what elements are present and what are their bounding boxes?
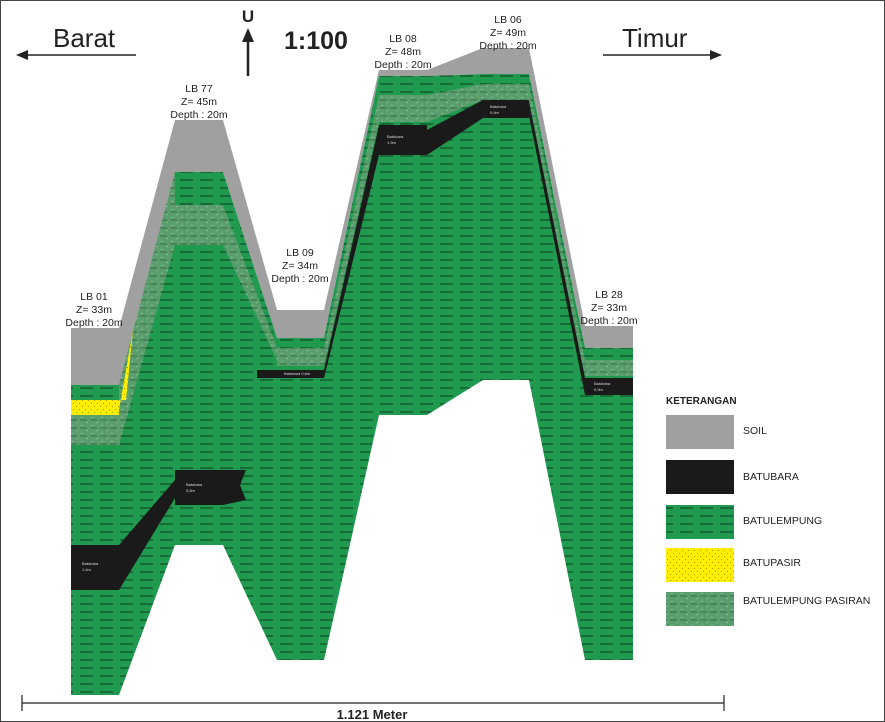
borehole-label-lb09: LB 09 Z= 34m Depth : 20m <box>271 247 328 285</box>
svg-text:0,9m: 0,9m <box>490 110 500 115</box>
legend-swatch-soil <box>666 415 734 449</box>
legend-swatch-sandy-claystone <box>666 592 734 626</box>
svg-text:Batubara: Batubara <box>490 104 507 109</box>
north-arrow-icon <box>242 28 254 42</box>
borehole-elevation: Z= 34m <box>282 260 318 272</box>
borehole-label-lb77: LB 77 Z= 45m Depth : 20m <box>170 83 227 121</box>
svg-text:0,5m: 0,5m <box>186 488 196 493</box>
borehole-elevation: Z= 33m <box>591 302 627 314</box>
borehole-depth: Depth : 20m <box>271 273 328 285</box>
borehole-label-lb08: LB 08 Z= 48m Depth : 20m <box>374 33 431 71</box>
borehole-elevation: Z= 33m <box>76 304 112 316</box>
borehole-lb06: Batubara 0,9m <box>483 48 529 380</box>
east-direction: Timur <box>603 23 722 60</box>
borehole-lb08: Batubara 1,5m <box>379 70 427 415</box>
borehole-name: LB 01 <box>80 291 108 303</box>
east-arrow-icon <box>710 50 722 60</box>
legend-label-coal: BATUBARA <box>743 471 799 483</box>
legend-title: KETERANGAN <box>666 396 737 407</box>
west-arrow-icon <box>16 50 28 60</box>
borehole-depth: Depth : 20m <box>170 109 227 121</box>
borehole-label-lb06: LB 06 Z= 49m Depth : 20m <box>479 14 536 52</box>
legend-label-sandstone: BATUPASIR <box>743 557 801 569</box>
borehole-name: LB 06 <box>494 14 522 26</box>
borehole-depth: Depth : 20m <box>374 59 431 71</box>
distance-scale-bar: 1.121 Meter <box>21 695 725 722</box>
svg-text:0,9m: 0,9m <box>594 387 604 392</box>
correlation-areas <box>119 48 585 695</box>
legend: KETERANGAN SOIL BATUBARA BATULEMPUNG BAT… <box>666 396 870 626</box>
scale-bar-label: 1.121 Meter <box>337 707 408 722</box>
borehole-depth: Depth : 20m <box>580 315 637 327</box>
legend-swatch-coal <box>666 460 734 494</box>
legend-label-soil: SOIL <box>743 425 767 437</box>
borehole-lb77: Batubara 0,5m <box>175 120 223 545</box>
borehole-label-lb28: LB 28 Z= 33m Depth : 20m <box>580 289 637 327</box>
borehole-lb09: Batubara 0,6m <box>277 310 324 660</box>
west-direction: Barat <box>16 23 136 60</box>
west-label: Barat <box>53 23 116 53</box>
east-label: Timur <box>622 23 688 53</box>
borehole-name: LB 08 <box>389 33 417 45</box>
borehole-elevation: Z= 48m <box>385 46 421 58</box>
borehole-elevation: Z= 45m <box>181 96 217 108</box>
borehole-label-lb01: LB 01 Z= 33m Depth : 20m <box>65 291 122 329</box>
svg-text:Batubara: Batubara <box>186 482 203 487</box>
borehole-lb28: Batubara 0,9m <box>585 326 633 660</box>
svg-text:1,4m: 1,4m <box>82 567 92 572</box>
north-indicator: U <box>242 7 254 76</box>
borehole-name: LB 09 <box>286 247 314 259</box>
svg-text:1,5m: 1,5m <box>387 140 397 145</box>
legend-label-claystone: BATULEMPUNG <box>743 515 822 527</box>
svg-text:Batubara 0,6m: Batubara 0,6m <box>284 371 311 376</box>
svg-text:Batubara: Batubara <box>594 381 611 386</box>
legend-swatch-claystone <box>666 505 734 539</box>
scale-label: 1:100 <box>284 27 348 55</box>
borehole-depth: Depth : 20m <box>65 317 122 329</box>
borehole-lb01: Batubara 1,4m <box>71 328 119 695</box>
borehole-elevation: Z= 49m <box>490 27 526 39</box>
borehole-name: LB 28 <box>595 289 623 301</box>
legend-swatch-sandstone <box>666 548 734 582</box>
legend-label-sandy-claystone: BATULEMPUNG PASIRAN <box>743 595 870 607</box>
svg-text:Batubara: Batubara <box>387 134 404 139</box>
borehole-name: LB 77 <box>185 83 213 95</box>
borehole-depth: Depth : 20m <box>479 40 536 52</box>
north-label: U <box>242 7 254 26</box>
svg-text:Batubara: Batubara <box>82 561 99 566</box>
